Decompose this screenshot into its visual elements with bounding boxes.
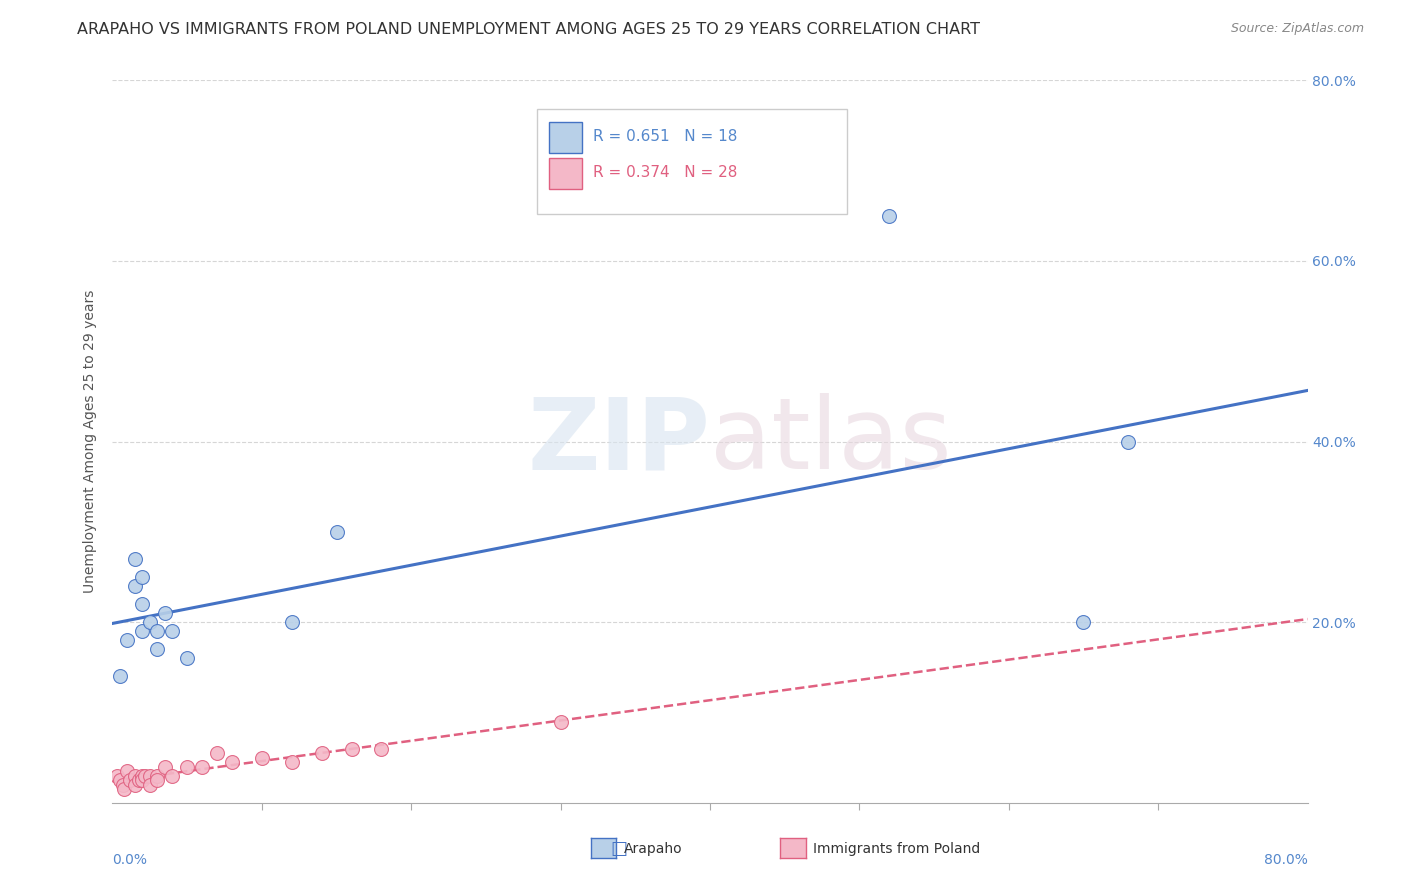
- Point: [139, 615, 162, 630]
- Point: [205, 746, 228, 760]
- Point: [146, 624, 169, 639]
- Point: [124, 769, 146, 783]
- Point: [1073, 615, 1095, 630]
- Point: [221, 755, 243, 769]
- Point: [325, 524, 347, 539]
- Point: [131, 624, 153, 639]
- Point: [108, 669, 131, 683]
- Point: [131, 570, 153, 584]
- Point: [370, 741, 392, 756]
- Point: [1118, 434, 1140, 449]
- Point: [120, 773, 142, 788]
- Point: [105, 769, 128, 783]
- Text: Immigrants from Poland: Immigrants from Poland: [813, 842, 980, 856]
- FancyBboxPatch shape: [537, 109, 848, 214]
- Text: ZIP: ZIP: [527, 393, 710, 490]
- Text: atlas: atlas: [710, 393, 952, 490]
- Point: [281, 755, 304, 769]
- Text: Source: ZipAtlas.com: Source: ZipAtlas.com: [1230, 22, 1364, 36]
- Point: [131, 769, 153, 783]
- Point: [128, 773, 150, 788]
- Point: [146, 642, 169, 657]
- Point: [139, 778, 162, 792]
- Point: [176, 760, 198, 774]
- Point: [111, 778, 134, 792]
- Text: ARAPAHO VS IMMIGRANTS FROM POLAND UNEMPLOYMENT AMONG AGES 25 TO 29 YEARS CORRELA: ARAPAHO VS IMMIGRANTS FROM POLAND UNEMPL…: [77, 22, 980, 37]
- Text: R = 0.651   N = 18: R = 0.651 N = 18: [593, 129, 737, 145]
- Point: [131, 773, 153, 788]
- Point: [550, 714, 572, 729]
- Point: [114, 782, 135, 797]
- Point: [153, 760, 176, 774]
- Text: □: □: [610, 840, 627, 858]
- Point: [281, 615, 304, 630]
- Point: [124, 552, 146, 566]
- Point: [117, 633, 139, 648]
- Point: [131, 597, 153, 611]
- Text: 80.0%: 80.0%: [1264, 854, 1308, 867]
- Y-axis label: Unemployment Among Ages 25 to 29 years: Unemployment Among Ages 25 to 29 years: [83, 290, 97, 593]
- Point: [191, 760, 214, 774]
- Point: [146, 773, 169, 788]
- Point: [146, 769, 169, 783]
- Text: R = 0.374   N = 28: R = 0.374 N = 28: [593, 165, 737, 180]
- Point: [108, 773, 131, 788]
- FancyBboxPatch shape: [548, 122, 582, 153]
- Point: [250, 750, 273, 764]
- Point: [124, 579, 146, 593]
- Point: [139, 769, 162, 783]
- Point: [176, 651, 198, 665]
- Point: [153, 606, 176, 620]
- Point: [117, 764, 139, 779]
- Point: [162, 769, 183, 783]
- Point: [124, 778, 146, 792]
- Point: [879, 209, 901, 223]
- Point: [162, 624, 183, 639]
- Text: 0.0%: 0.0%: [112, 854, 148, 867]
- Point: [340, 741, 363, 756]
- Point: [134, 769, 156, 783]
- Text: Arapaho: Arapaho: [624, 842, 683, 856]
- Point: [311, 746, 333, 760]
- FancyBboxPatch shape: [548, 158, 582, 189]
